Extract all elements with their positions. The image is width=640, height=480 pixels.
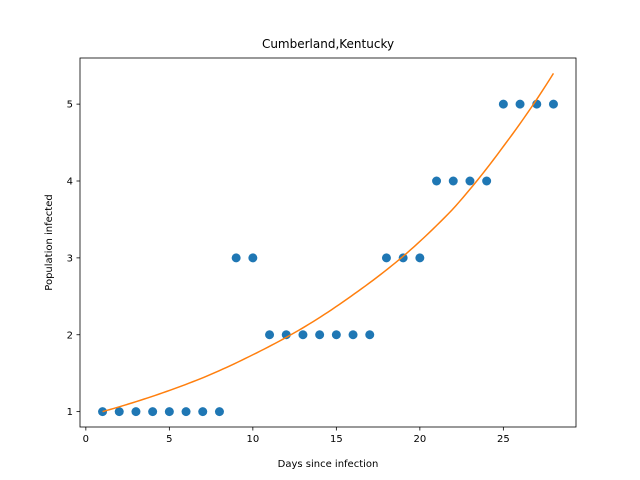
data-point	[465, 176, 475, 186]
data-point	[164, 407, 174, 417]
data-point	[432, 176, 442, 186]
data-point	[148, 407, 158, 417]
data-point	[448, 176, 458, 186]
data-point	[548, 99, 558, 109]
data-point	[265, 330, 275, 340]
axes-frame	[79, 57, 577, 428]
data-point	[214, 407, 224, 417]
fit-curve	[102, 72, 555, 413]
x-tick-label: 10	[246, 434, 259, 445]
y-tick-label: 3	[67, 253, 73, 264]
data-point	[231, 253, 241, 263]
data-point	[98, 407, 108, 417]
chart-title: Cumberland,Kentucky	[262, 37, 394, 51]
data-point	[482, 176, 492, 186]
data-point	[348, 330, 358, 340]
data-point	[114, 407, 124, 417]
data-point	[198, 407, 208, 417]
plot-area	[98, 72, 558, 417]
data-point	[181, 407, 191, 417]
data-point	[281, 330, 291, 340]
x-tick-label: 20	[413, 434, 426, 445]
data-point	[398, 253, 408, 263]
y-tick-label: 1	[67, 407, 73, 418]
x-axis: 0 5 10 15 20 25	[83, 427, 510, 445]
data-point	[131, 407, 141, 417]
data-point	[498, 99, 508, 109]
data-point	[381, 253, 391, 263]
y-tick-label: 4	[67, 177, 73, 188]
data-point	[515, 99, 525, 109]
x-tick-label: 0	[83, 434, 89, 445]
x-tick-label: 15	[330, 434, 343, 445]
y-axis: 1 2 3 4 5	[67, 100, 80, 418]
data-point	[248, 253, 258, 263]
data-point	[331, 330, 341, 340]
y-axis-title: Population infected	[44, 194, 55, 290]
data-point	[315, 330, 325, 340]
data-point	[298, 330, 308, 340]
data-point	[365, 330, 375, 340]
x-tick-label: 5	[166, 434, 172, 445]
x-axis-title: Days since infection	[278, 459, 379, 470]
y-tick-label: 2	[67, 330, 73, 341]
data-point	[415, 253, 425, 263]
x-tick-label: 25	[497, 434, 510, 445]
y-tick-label: 5	[67, 100, 73, 111]
